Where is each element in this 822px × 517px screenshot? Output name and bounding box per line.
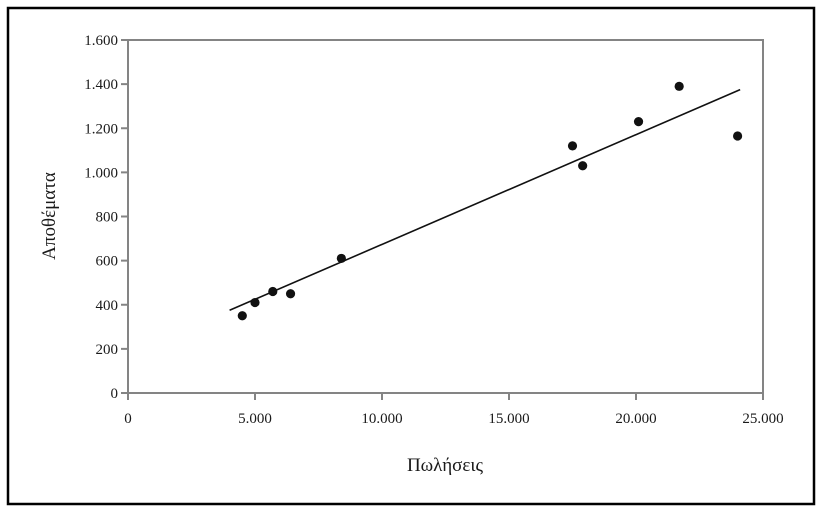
x-axis-title: Πωλήσεις xyxy=(407,455,484,476)
data-point xyxy=(733,131,743,141)
y-tick-label: 400 xyxy=(96,298,119,314)
y-tick-label: 0 xyxy=(111,386,119,402)
y-tick-label: 200 xyxy=(96,342,119,358)
axis-tick-labels: 0 5.000 10.000 15.000 20.000 25.000 0 200 400 600… xyxy=(84,33,783,427)
data-point xyxy=(578,161,588,171)
x-tick-label: 25.000 xyxy=(742,411,783,427)
y-tick-label: 1.000 xyxy=(84,165,118,181)
x-tick-label: 5.000 xyxy=(238,411,272,427)
data-point xyxy=(336,253,346,264)
y-tick-label: 600 xyxy=(96,254,119,270)
x-tick-label: 10.000 xyxy=(361,411,402,427)
y-tick-label: 1.200 xyxy=(84,121,118,137)
data-point xyxy=(250,297,260,308)
data-point xyxy=(268,286,278,297)
y-tick-label: 800 xyxy=(96,210,119,226)
data-point xyxy=(633,117,644,127)
data-point xyxy=(567,141,578,151)
x-tick-label: 0 xyxy=(124,411,132,427)
y-tick-label: 1.600 xyxy=(84,33,118,49)
y-tick-label: 1.400 xyxy=(84,77,118,93)
data-points xyxy=(237,81,743,321)
axis-ticks xyxy=(121,39,764,400)
data-point xyxy=(285,289,296,299)
data-point xyxy=(237,311,247,321)
x-tick-label: 20.000 xyxy=(615,411,656,427)
y-axis-title: Αποθέματα xyxy=(39,172,60,260)
x-tick-label: 15.000 xyxy=(488,411,529,427)
trend-line xyxy=(229,88,741,311)
data-point xyxy=(674,81,684,91)
